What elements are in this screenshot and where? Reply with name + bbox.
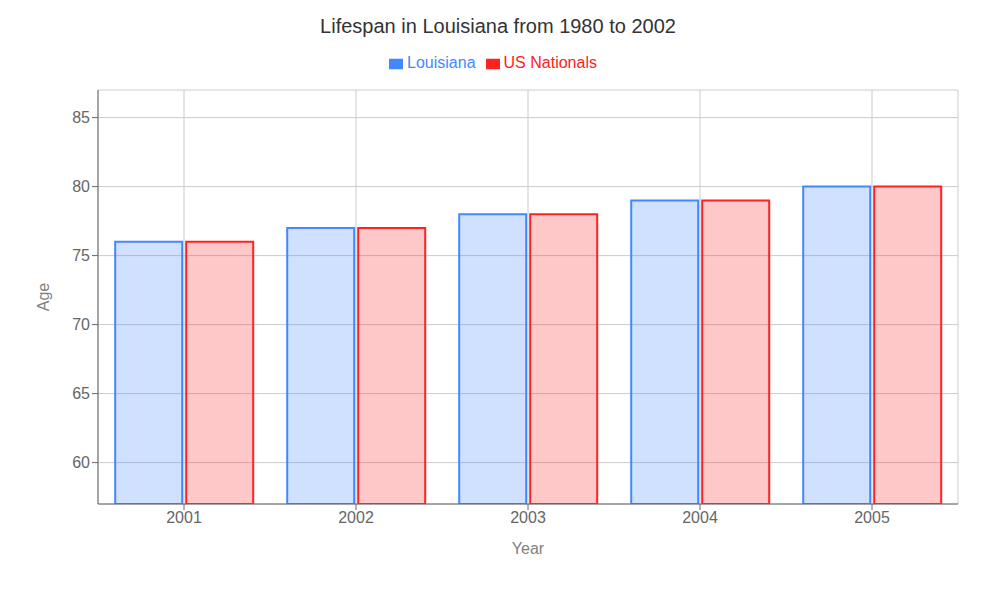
- svg-text:80: 80: [72, 178, 90, 195]
- svg-text:2002: 2002: [338, 509, 374, 526]
- svg-text:70: 70: [72, 316, 90, 333]
- svg-text:60: 60: [72, 454, 90, 471]
- svg-text:65: 65: [72, 385, 90, 402]
- svg-text:2003: 2003: [510, 509, 546, 526]
- html-text:Louisiana: Louisiana: [407, 54, 476, 71]
- svg-text:2001: 2001: [166, 509, 202, 526]
- svg-text:75: 75: [72, 247, 90, 264]
- svg-text:2005: 2005: [854, 509, 890, 526]
- svg-text:85: 85: [72, 109, 90, 126]
- html-text:Lifespan in Louisiana from 198: Lifespan in Louisiana from 1980 to 2002: [320, 15, 676, 37]
- svg-text:Year: Year: [512, 540, 545, 557]
- svg-text:2004: 2004: [682, 509, 718, 526]
- svg-text:Age: Age: [35, 283, 52, 312]
- html-text:US Nationals: US Nationals: [503, 54, 597, 71]
